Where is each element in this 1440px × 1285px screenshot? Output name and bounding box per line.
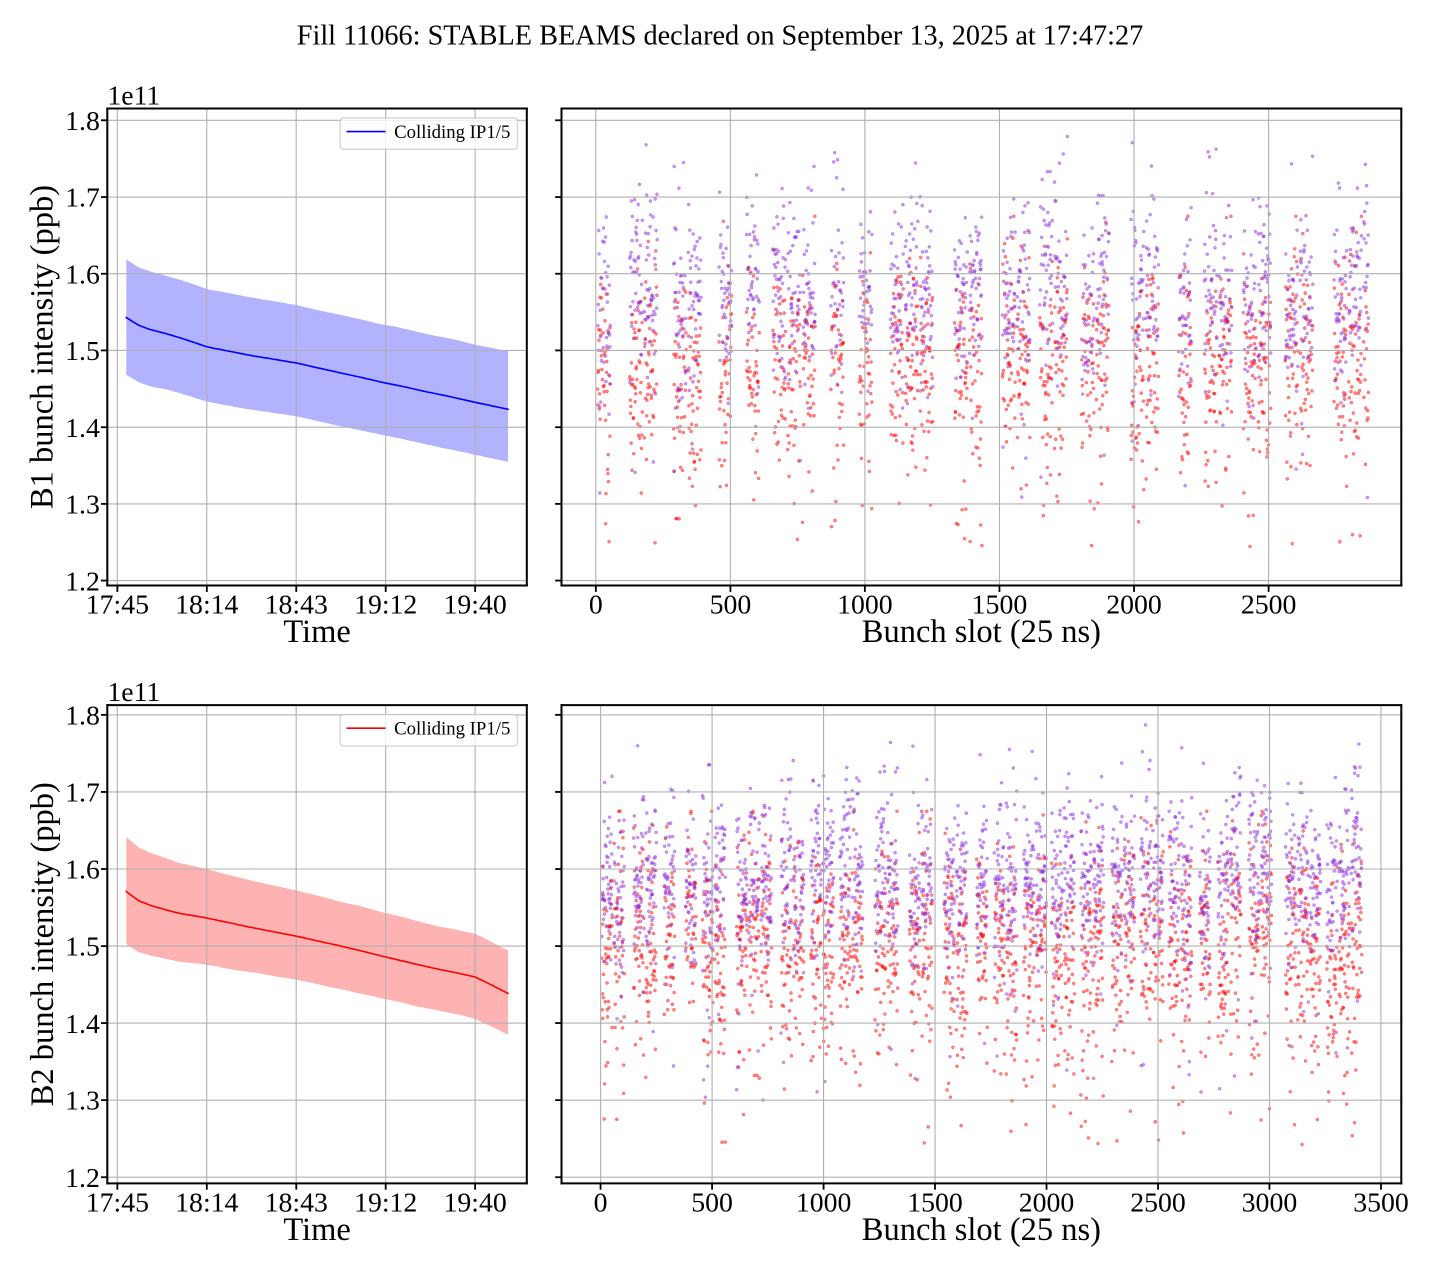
svg-text:18:43: 18:43 [265, 1187, 328, 1218]
svg-text:2000: 2000 [1106, 589, 1162, 620]
svg-text:2000: 2000 [1019, 1187, 1075, 1218]
svg-text:18:14: 18:14 [175, 1187, 238, 1218]
svg-text:1.8: 1.8 [65, 106, 100, 137]
svg-text:Time: Time [283, 1212, 350, 1248]
svg-text:1.8: 1.8 [65, 701, 100, 732]
svg-text:500: 500 [691, 1187, 733, 1218]
svg-text:Bunch slot (25 ns): Bunch slot (25 ns) [862, 1212, 1101, 1248]
svg-text:1.2: 1.2 [65, 1163, 100, 1194]
svg-text:1000: 1000 [837, 589, 893, 620]
svg-text:1500: 1500 [907, 1187, 963, 1218]
svg-text:B1 bunch intensity (ppb): B1 bunch intensity (ppb) [25, 185, 61, 509]
svg-text:1.6: 1.6 [65, 259, 100, 290]
svg-text:17:45: 17:45 [86, 589, 149, 620]
svg-text:Colliding IP1/5: Colliding IP1/5 [394, 719, 510, 740]
svg-text:1e11: 1e11 [107, 677, 160, 708]
svg-text:1.7: 1.7 [65, 183, 100, 214]
svg-text:Bunch slot (25 ns): Bunch slot (25 ns) [862, 614, 1101, 650]
svg-text:19:12: 19:12 [354, 589, 417, 620]
svg-text:17:45: 17:45 [86, 1187, 149, 1218]
svg-text:0: 0 [589, 589, 603, 620]
svg-text:Time: Time [283, 614, 350, 650]
svg-text:18:43: 18:43 [265, 589, 328, 620]
svg-text:3500: 3500 [1353, 1187, 1409, 1218]
svg-text:B2 bunch intensity (ppb): B2 bunch intensity (ppb) [25, 782, 61, 1106]
svg-text:2500: 2500 [1241, 589, 1297, 620]
svg-text:1.3: 1.3 [65, 1086, 100, 1117]
svg-text:1500: 1500 [972, 589, 1028, 620]
svg-text:Fill 11066: STABLE BEAMS decla: Fill 11066: STABLE BEAMS declared on Sep… [297, 21, 1143, 52]
svg-text:Colliding IP1/5: Colliding IP1/5 [394, 122, 510, 143]
svg-text:1e11: 1e11 [107, 80, 160, 111]
svg-text:0: 0 [594, 1187, 608, 1218]
svg-text:18:14: 18:14 [175, 589, 238, 620]
svg-text:2500: 2500 [1130, 1187, 1186, 1218]
svg-text:19:40: 19:40 [444, 589, 507, 620]
svg-text:1.3: 1.3 [65, 489, 100, 520]
svg-text:19:40: 19:40 [444, 1187, 507, 1218]
svg-text:1.5: 1.5 [65, 336, 100, 367]
svg-text:1.4: 1.4 [65, 413, 100, 444]
svg-text:3000: 3000 [1242, 1187, 1298, 1218]
svg-text:1.2: 1.2 [65, 566, 100, 597]
svg-text:1.4: 1.4 [65, 1009, 100, 1040]
svg-text:1.7: 1.7 [65, 778, 100, 809]
svg-text:19:12: 19:12 [354, 1187, 417, 1218]
svg-text:1.5: 1.5 [65, 932, 100, 963]
svg-text:1.6: 1.6 [65, 855, 100, 886]
svg-text:500: 500 [710, 589, 752, 620]
svg-text:1000: 1000 [796, 1187, 852, 1218]
